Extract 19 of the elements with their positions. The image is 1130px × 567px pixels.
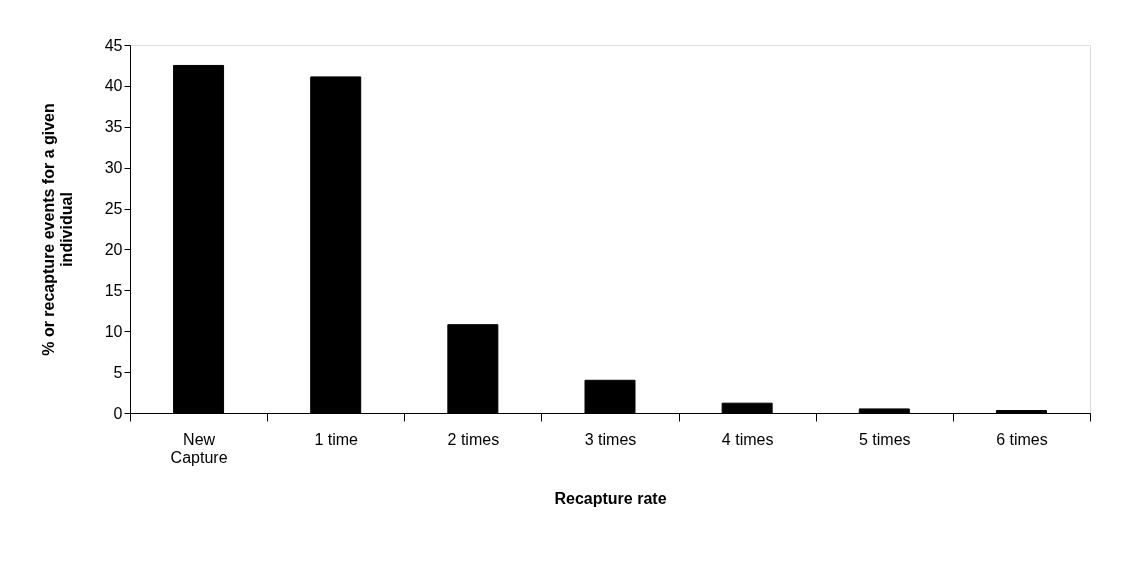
x-tick-label: 4 times	[721, 430, 774, 448]
y-axis-title: % or recapture events for a given individual	[39, 103, 75, 356]
y-tick-label: 10	[104, 322, 123, 340]
y-tick-label: 45	[104, 36, 123, 54]
x-tick-label: 6 times	[996, 430, 1048, 448]
y-tick-label: 40	[104, 77, 123, 95]
y-tick-label: 5	[113, 363, 123, 381]
x-axis-title: Recapture rate	[554, 489, 667, 507]
x-tick-label: 5 times	[859, 430, 911, 448]
x-tick-label: 3 times	[584, 430, 637, 448]
y-tick-label: 25	[104, 200, 123, 218]
y-tick-label: 30	[104, 159, 123, 177]
y-tick-label: 20	[104, 240, 123, 258]
y-tick-label: 0	[113, 404, 123, 422]
x-tick-label: New Capture	[170, 430, 228, 466]
x-tick-label: 2 times	[447, 430, 500, 448]
x-tick-label: 1 time	[314, 430, 359, 448]
y-tick-label: 15	[104, 281, 123, 299]
y-tick-label: 35	[104, 118, 123, 136]
